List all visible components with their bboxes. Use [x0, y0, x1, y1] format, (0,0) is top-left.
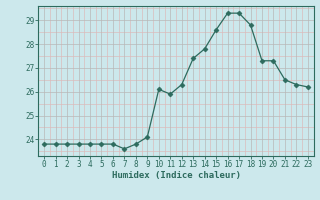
X-axis label: Humidex (Indice chaleur): Humidex (Indice chaleur): [111, 171, 241, 180]
